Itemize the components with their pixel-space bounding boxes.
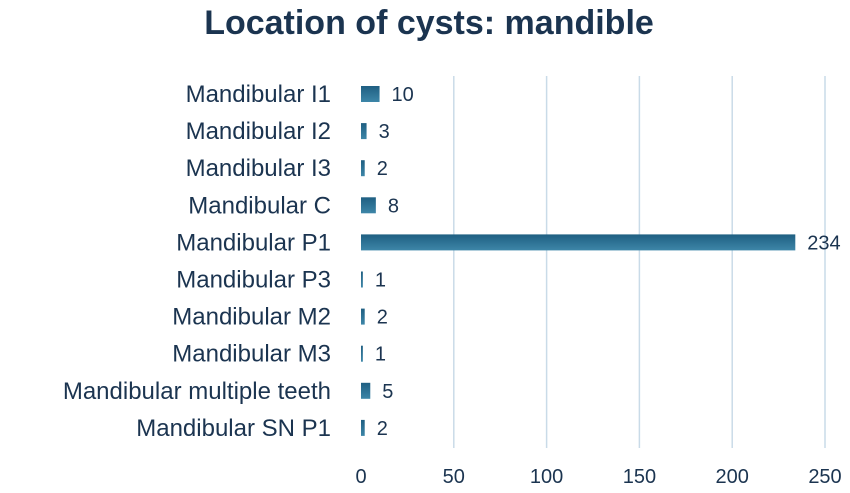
x-axis-ticks: 0 50 100 150 200 250: [355, 466, 841, 488]
bar-1: [361, 86, 380, 102]
bar-8: [361, 345, 363, 362]
category-label-7: Mandibular M2: [172, 304, 331, 331]
x-tick-label-200: 200: [716, 466, 749, 488]
x-tick-label-100: 100: [530, 466, 563, 488]
category-label-1: Mandibular I1: [186, 81, 331, 108]
x-tick-label-250: 250: [808, 466, 841, 488]
grid-lines: [453, 76, 826, 448]
x-tick-label-50: 50: [443, 466, 465, 488]
category-label-6: Mandibular P3: [176, 267, 331, 294]
bar-6: [361, 271, 363, 288]
data-label-5: 234: [807, 232, 840, 254]
data-label-7: 2: [377, 307, 388, 329]
category-label-3: Mandibular I3: [186, 155, 331, 182]
data-label-9: 5: [382, 381, 393, 403]
bar-10: [361, 419, 365, 436]
bar-4: [361, 197, 376, 214]
category-labels: Mandibular I1 Mandibular I2 Mandibular I3 M…: [63, 81, 331, 442]
bars: [361, 86, 796, 436]
data-label-6: 1: [375, 270, 386, 292]
bar-9: [361, 382, 371, 399]
bar-5: [361, 234, 796, 251]
category-label-10: Mandibular SN P1: [136, 415, 331, 442]
chart-title: Location of cysts: mandible: [204, 4, 654, 42]
data-label-8: 1: [375, 344, 386, 366]
data-label-4: 8: [388, 195, 399, 217]
category-label-9: Mandibular multiple teeth: [63, 378, 331, 405]
category-label-2: Mandibular I2: [186, 118, 331, 145]
data-label-2: 3: [379, 121, 390, 143]
bar-3: [361, 160, 365, 177]
x-tick-label-150: 150: [623, 466, 656, 488]
data-label-10: 2: [377, 418, 388, 440]
category-label-8: Mandibular M3: [172, 341, 331, 368]
category-label-4: Mandibular C: [188, 192, 331, 219]
category-label-5: Mandibular P1: [176, 229, 331, 256]
bar-7: [361, 308, 365, 325]
data-label-1: 10: [392, 84, 414, 106]
bar-2: [361, 123, 367, 140]
data-label-3: 2: [377, 158, 388, 180]
x-tick-label-0: 0: [355, 466, 366, 488]
